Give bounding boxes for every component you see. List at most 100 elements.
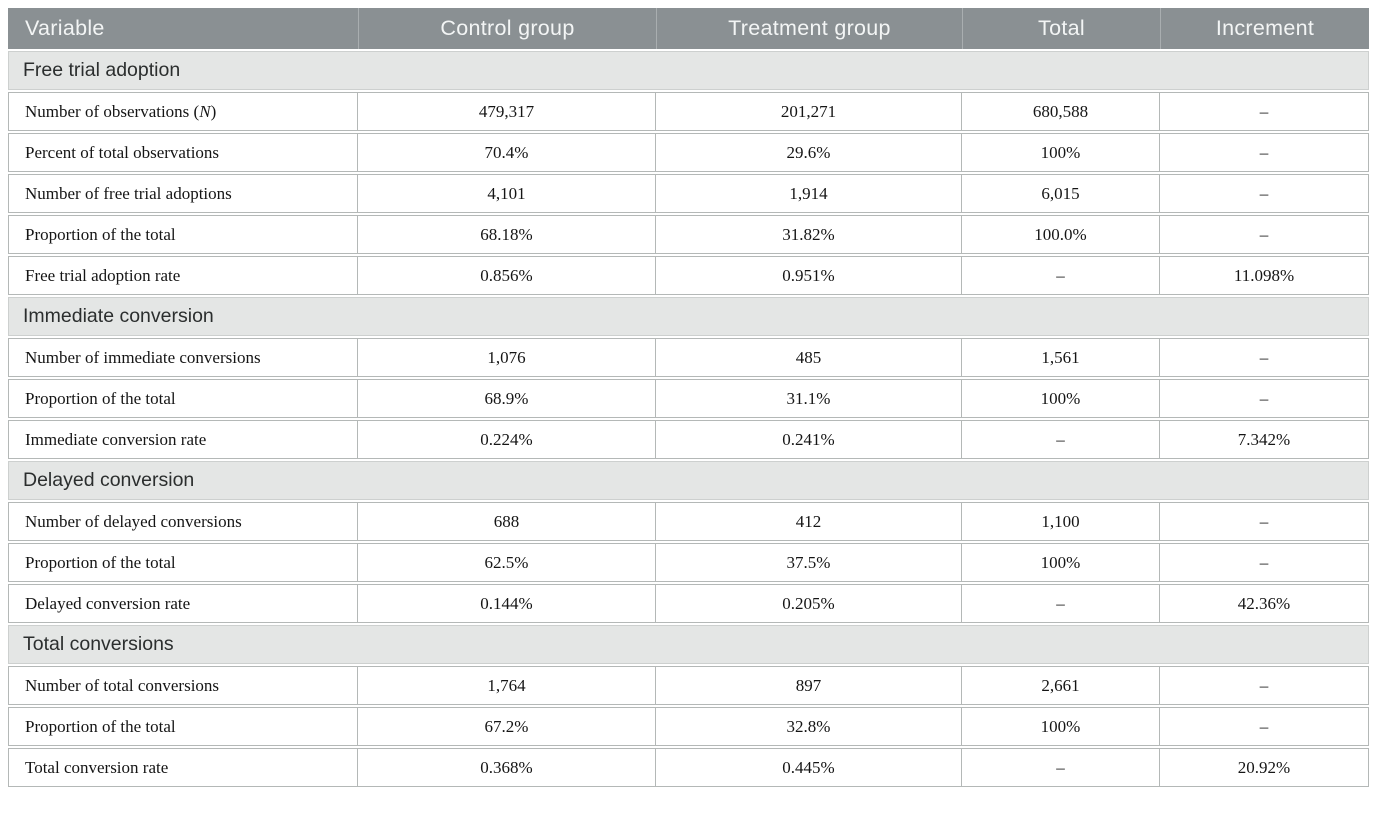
row-label: Delayed conversion rate [8,584,358,623]
cell-value: 68.18% [358,215,656,254]
column-header-variable: Variable [8,8,358,49]
row-label: Proportion of the total [8,215,358,254]
cell-value: 1,764 [358,666,656,705]
section-title: Free trial adoption [8,51,1369,90]
cell-value: 20.92% [1160,748,1369,787]
table-row: Proportion of the total 67.2% 32.8% 100% – [8,707,1369,746]
cell-value: – [1160,543,1369,582]
cell-value: 100% [962,707,1160,746]
table-row: Delayed conversion rate 0.144% 0.205% –42.3… [8,584,1369,623]
cell-value: – [1160,379,1369,418]
section-title: Delayed conversion [8,461,1369,500]
section-header-row: Immediate conversion [8,297,1369,336]
cell-value: 0.224% [358,420,656,459]
cell-value: – [1160,666,1369,705]
cell-value: 201,271 [656,92,962,131]
cell-value: 6,015 [962,174,1160,213]
cell-value: 0.856% [358,256,656,295]
row-label: Proportion of the total [8,379,358,418]
cell-value: – [1160,92,1369,131]
row-label: Proportion of the total [8,543,358,582]
row-label: Percent of total observations [8,133,358,172]
cell-value: 29.6% [656,133,962,172]
cell-value: 897 [656,666,962,705]
cell-value: 100.0% [962,215,1160,254]
cell-value: 4,101 [358,174,656,213]
header-row: Variable Control group Treatment group T… [8,8,1369,49]
results-table: Variable Control group Treatment group T… [8,6,1369,789]
cell-value: – [1160,338,1369,377]
cell-value: – [1160,133,1369,172]
row-label: Proportion of the total [8,707,358,746]
table-row: Number of free trial adoptions 4,101 1,914… [8,174,1369,213]
cell-value: 1,561 [962,338,1160,377]
column-header-control-group: Control group [358,8,656,49]
cell-value: 0.241% [656,420,962,459]
cell-value: 688 [358,502,656,541]
cell-value: 31.82% [656,215,962,254]
cell-value: 680,588 [962,92,1160,131]
table-row: Number of total conversions 1,764 897 2,661… [8,666,1369,705]
cell-value: 479,317 [358,92,656,131]
cell-value: 100% [962,379,1160,418]
cell-value: 0.951% [656,256,962,295]
section-header-row: Total conversions [8,625,1369,664]
cell-value: 0.368% [358,748,656,787]
table-row: Number of delayed conversions 688 412 1,100… [8,502,1369,541]
cell-value: – [962,420,1160,459]
cell-value: – [962,748,1160,787]
cell-value: 32.8% [656,707,962,746]
table-row: Proportion of the total 62.5% 37.5% 100% – [8,543,1369,582]
row-label: Number of immediate conversions [8,338,358,377]
row-label: Immediate conversion rate [8,420,358,459]
table-row: Proportion of the total 68.18% 31.82% 100.0… [8,215,1369,254]
table-row: Free trial adoption rate 0.856% 0.951% –11.… [8,256,1369,295]
table-row: Percent of total observations 70.4% 29.6% 1… [8,133,1369,172]
cell-value: – [1160,215,1369,254]
cell-value: 62.5% [358,543,656,582]
cell-value: 7.342% [1160,420,1369,459]
cell-value: 11.098% [1160,256,1369,295]
table-row: Proportion of the total 68.9% 31.1% 100% – [8,379,1369,418]
cell-value: 31.1% [656,379,962,418]
section-title: Total conversions [8,625,1369,664]
cell-value: 0.205% [656,584,962,623]
cell-value: 2,661 [962,666,1160,705]
cell-value: 68.9% [358,379,656,418]
cell-value: 1,100 [962,502,1160,541]
cell-value: – [1160,502,1369,541]
row-label: Number of total conversions [8,666,358,705]
cell-value: 42.36% [1160,584,1369,623]
section-header-row: Free trial adoption [8,51,1369,90]
section-header-row: Delayed conversion [8,461,1369,500]
cell-value: – [1160,707,1369,746]
table-row: Number of immediate conversions 1,076 485 1… [8,338,1369,377]
cell-value: 37.5% [656,543,962,582]
section-title: Immediate conversion [8,297,1369,336]
row-label: Total conversion rate [8,748,358,787]
cell-value: 0.144% [358,584,656,623]
cell-value: 1,914 [656,174,962,213]
table-row: Total conversion rate 0.368% 0.445% –20.92% [8,748,1369,787]
table-header: Variable Control group Treatment group T… [8,8,1369,49]
cell-value: – [962,584,1160,623]
cell-value: – [1160,174,1369,213]
cell-value: 100% [962,543,1160,582]
table-body: Free trial adoption Number of observation… [8,51,1369,787]
column-header-increment: Increment [1160,8,1369,49]
cell-value: 485 [656,338,962,377]
column-header-treatment-group: Treatment group [656,8,962,49]
cell-value: 70.4% [358,133,656,172]
cell-value: – [962,256,1160,295]
cell-value: 100% [962,133,1160,172]
cell-value: 0.445% [656,748,962,787]
table-row: Number of observations (N) 479,317 201,271… [8,92,1369,131]
row-label: Number of delayed conversions [8,502,358,541]
column-header-total: Total [962,8,1160,49]
row-label: Free trial adoption rate [8,256,358,295]
cell-value: 1,076 [358,338,656,377]
cell-value: 412 [656,502,962,541]
cell-value: 67.2% [358,707,656,746]
row-label: Number of observations (N) [8,92,358,131]
table-row: Immediate conversion rate 0.224% 0.241% –7.… [8,420,1369,459]
